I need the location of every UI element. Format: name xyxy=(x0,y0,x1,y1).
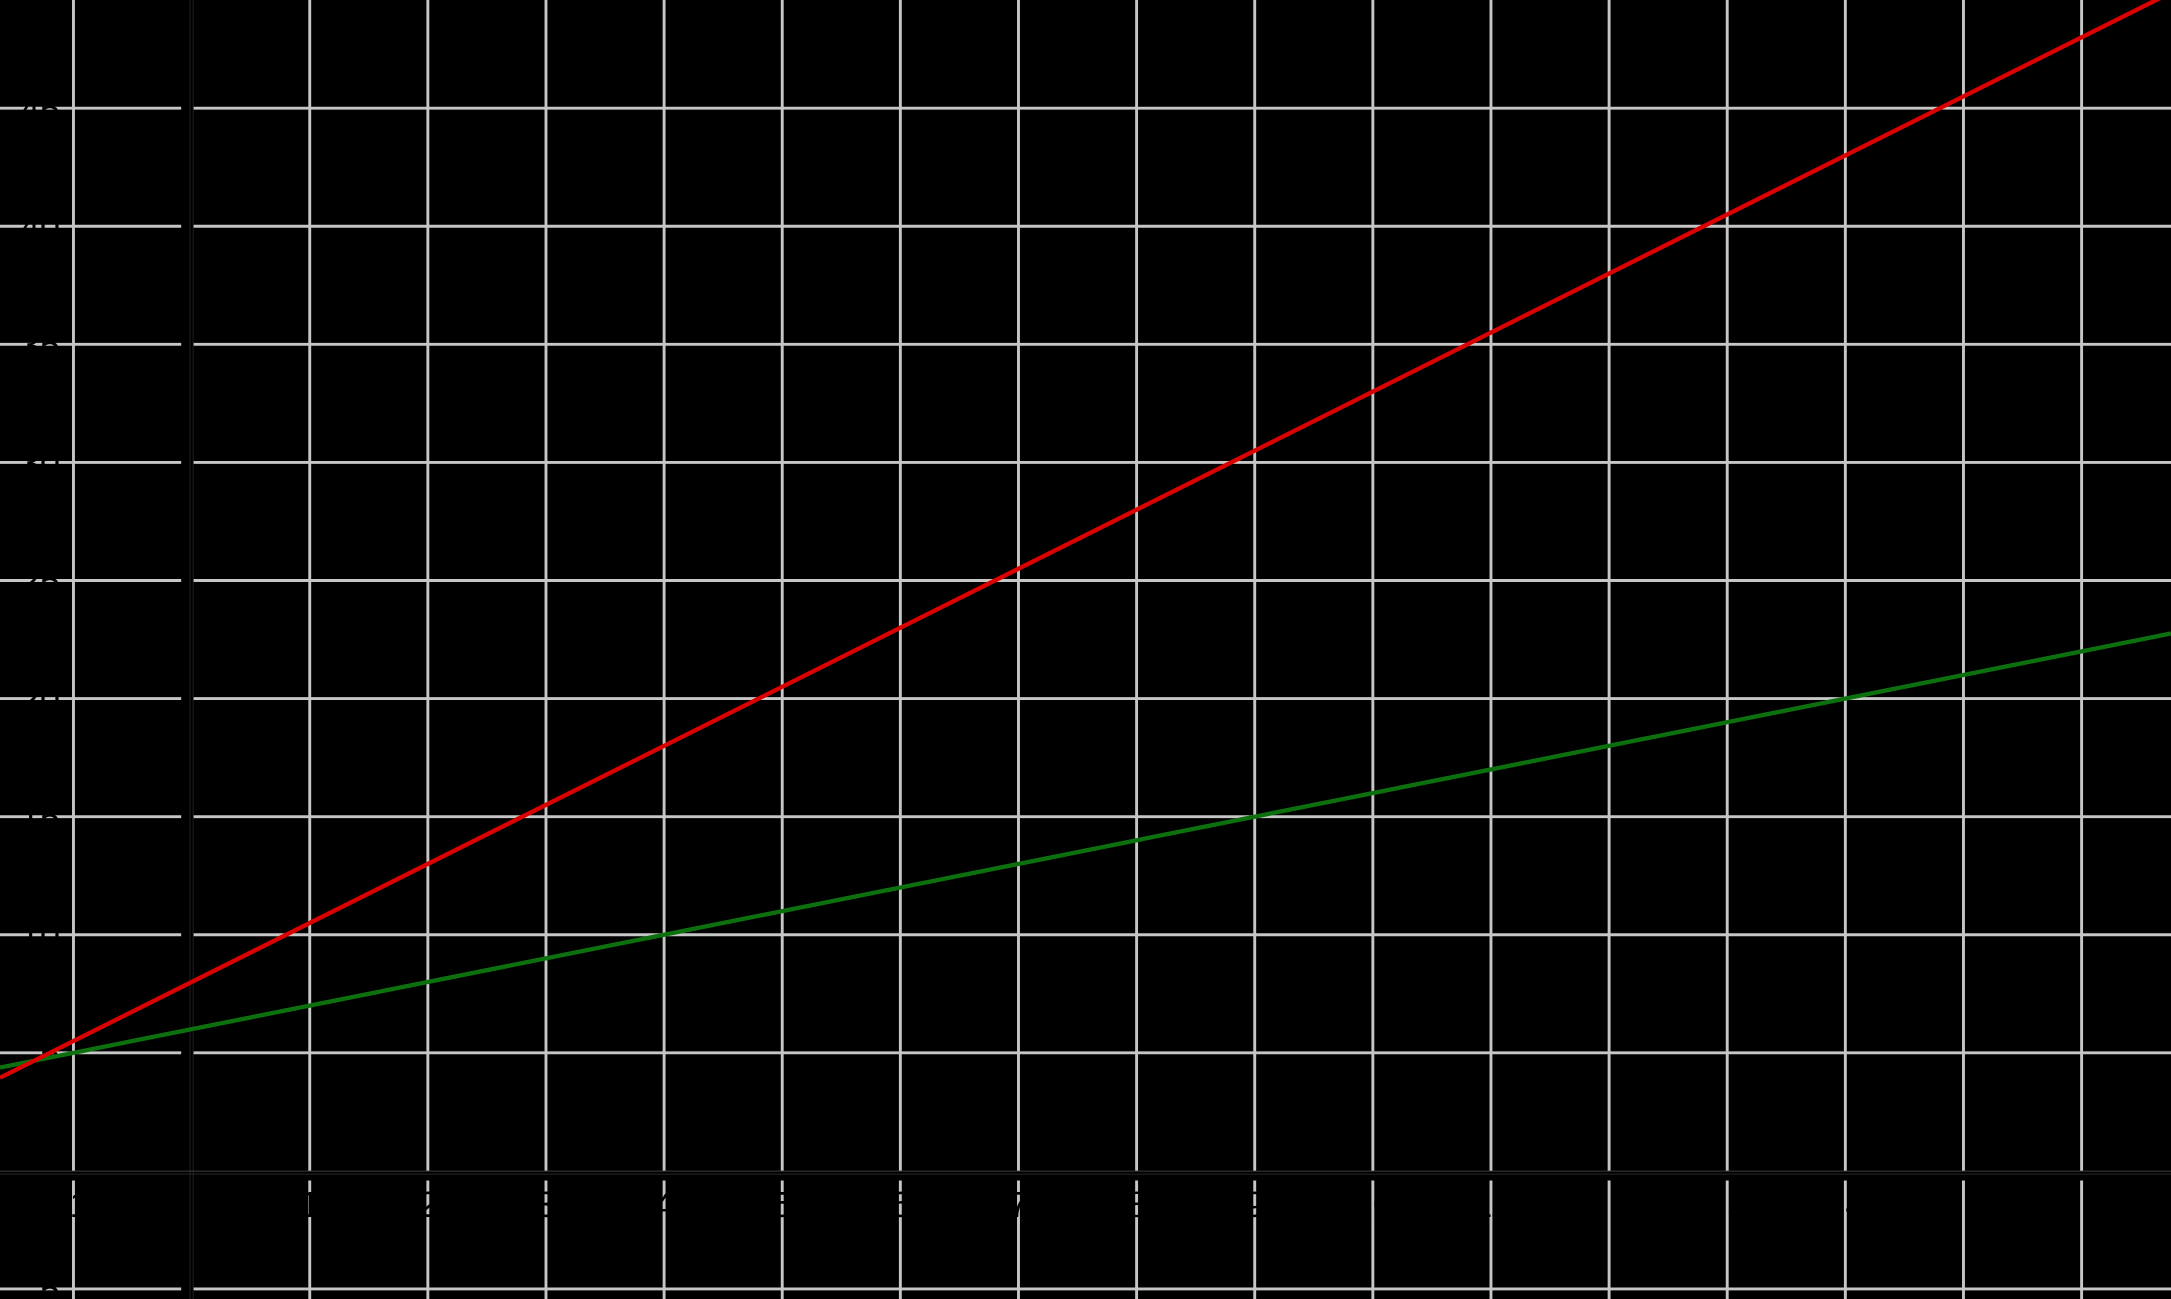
svg-text:8: 8 xyxy=(1127,1184,1147,1225)
svg-text:40: 40 xyxy=(20,206,60,247)
svg-text:15: 15 xyxy=(20,797,60,838)
svg-text:11: 11 xyxy=(1472,1184,1509,1225)
svg-text:5: 5 xyxy=(772,1184,792,1225)
svg-text:-1: -1 xyxy=(57,1184,89,1225)
svg-text:14: 14 xyxy=(1825,1184,1865,1225)
svg-text:20: 20 xyxy=(20,679,60,720)
svg-text:7: 7 xyxy=(1008,1184,1028,1225)
svg-text:2: 2 xyxy=(418,1184,438,1225)
svg-text:12: 12 xyxy=(1589,1184,1629,1225)
svg-text:35: 35 xyxy=(20,324,60,365)
svg-text:16: 16 xyxy=(2062,1184,2102,1225)
svg-text:3: 3 xyxy=(536,1184,556,1225)
svg-text:10: 10 xyxy=(20,915,60,956)
svg-text:30: 30 xyxy=(20,443,60,484)
svg-text:6: 6 xyxy=(890,1184,910,1225)
svg-text:1: 1 xyxy=(300,1184,320,1225)
svg-text:10: 10 xyxy=(1353,1184,1393,1225)
svg-text:25: 25 xyxy=(20,561,60,602)
svg-text:15: 15 xyxy=(1943,1184,1983,1225)
svg-text:13: 13 xyxy=(1707,1184,1747,1225)
svg-text:45: 45 xyxy=(20,88,60,129)
svg-text:4: 4 xyxy=(654,1184,674,1225)
svg-text:9: 9 xyxy=(1245,1184,1265,1225)
svg-text:-5: -5 xyxy=(28,1269,60,1299)
